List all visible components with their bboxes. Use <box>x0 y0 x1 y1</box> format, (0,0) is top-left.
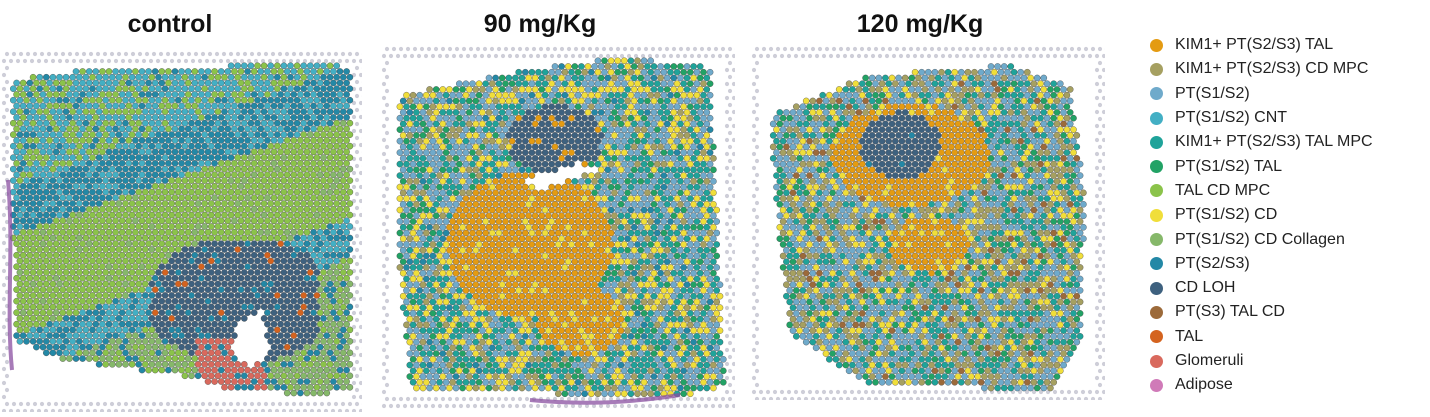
legend-dot <box>1150 184 1163 198</box>
legend-dot <box>1150 111 1163 125</box>
legend-label: CD LOH <box>1175 279 1236 297</box>
legend-item: Glomeruli <box>1150 349 1373 373</box>
legend-dot <box>1150 87 1163 101</box>
legend-item: KIM1+ PT(S2/S3) TAL <box>1150 33 1373 57</box>
legend-label: Adipose <box>1175 376 1233 394</box>
legend-dot <box>1150 233 1163 247</box>
legend-dot <box>1150 330 1163 344</box>
legend-item: PT(S1/S2) TAL <box>1150 154 1373 178</box>
legend-label: Glomeruli <box>1175 352 1244 369</box>
panel-title-120: 120 mg/Kg <box>856 10 984 38</box>
legend-item: TAL CD MPC <box>1150 179 1373 203</box>
legend-label: PT(S3) TAL CD <box>1175 303 1285 321</box>
legend-item: PT(S1/S2) CD <box>1150 203 1373 227</box>
legend-item: PT(S1/S2) CD Collagen <box>1150 227 1373 251</box>
legend-item: KIM1+ PT(S2/S3) CD MPC <box>1150 57 1373 81</box>
legend-label: PT(S1/S2) <box>1175 84 1250 102</box>
legend-label: TAL CD MPC <box>1175 181 1271 199</box>
legend-dot <box>1150 281 1163 295</box>
tissue-image-120 <box>751 46 1105 400</box>
legend-dot <box>1150 257 1163 271</box>
legend-label: KIM1+ PT(S2/S3) TAL <box>1175 36 1334 54</box>
legend-item: KIM1+ PT(S2/S3) TAL MPC <box>1150 130 1373 154</box>
legend-label: TAL <box>1175 327 1204 345</box>
legend-item: Adipose <box>1150 373 1373 397</box>
legend-dot <box>1150 160 1163 174</box>
tissue-image-90 <box>381 46 735 409</box>
legend-label: KIM1+ PT(S2/S3) TAL MPC <box>1175 133 1373 151</box>
legend-label: PT(S2/S3) <box>1175 254 1250 272</box>
legend-dot <box>1150 38 1163 52</box>
panel-title-90: 90 mg/Kg <box>483 10 597 38</box>
legend-label: PT(S1/S2) TAL <box>1175 157 1282 175</box>
legend-item: PT(S1/S2) CNT <box>1150 106 1373 130</box>
legend-item: PT(S3) TAL CD <box>1150 300 1373 324</box>
legend-label: PT(S1/S2) CNT <box>1175 109 1288 127</box>
legend: KIM1+ PT(S2/S3) TAL KIM1+ PT(S2/S3) CD M… <box>1150 33 1373 397</box>
panel-title-control: control <box>127 10 213 38</box>
legend-dot <box>1150 135 1163 149</box>
legend-item: CD LOH <box>1150 276 1373 300</box>
legend-dot <box>1150 354 1163 368</box>
legend-item: TAL <box>1150 325 1373 349</box>
tissue-image-control <box>1 51 362 412</box>
legend-label: KIM1+ PT(S2/S3) CD MPC <box>1175 60 1369 78</box>
legend-dot <box>1150 305 1163 319</box>
legend-label: PT(S1/S2) CD <box>1175 206 1278 224</box>
legend-label: PT(S1/S2) CD Collagen <box>1175 230 1345 248</box>
legend-dot <box>1150 62 1163 76</box>
legend-dot <box>1150 208 1163 222</box>
legend-item: PT(S1/S2) <box>1150 82 1373 106</box>
legend-item: PT(S2/S3) <box>1150 252 1373 276</box>
legend-dot <box>1150 378 1163 392</box>
